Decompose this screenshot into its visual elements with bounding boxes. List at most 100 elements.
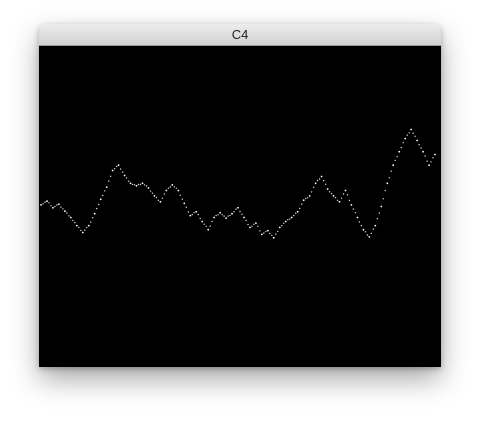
data-point (69, 216, 72, 219)
data-point (243, 216, 245, 219)
data-point (422, 150, 424, 153)
trace-dot (102, 194, 104, 197)
data-point (278, 226, 281, 229)
trace-dot (295, 212, 297, 214)
trace-dot (394, 159, 396, 162)
data-point (249, 226, 251, 229)
trace-dot (364, 231, 367, 233)
trace-dot (119, 168, 122, 170)
trace-dot (360, 224, 363, 227)
data-point (153, 195, 156, 197)
data-point (159, 200, 162, 203)
trace-dot (151, 192, 154, 194)
data-point (207, 228, 210, 231)
trace-dot (62, 208, 64, 210)
trace-dot (121, 171, 124, 173)
trace-dot (430, 161, 432, 163)
trace-dot (283, 222, 285, 224)
trace-dot (229, 214, 231, 217)
data-point (362, 228, 365, 231)
trace-dot (199, 217, 201, 220)
trace-dot (233, 211, 235, 213)
data-point (58, 203, 60, 206)
trace-dot (390, 170, 392, 172)
plot-canvas[interactable] (39, 46, 441, 367)
trace-dot (203, 223, 205, 225)
trace-dot (223, 215, 225, 217)
data-point (368, 236, 371, 238)
trace-dot (187, 211, 189, 213)
trace-dot (143, 184, 146, 186)
trace-dot (310, 191, 313, 193)
trace-dot (175, 187, 177, 189)
data-point (219, 211, 222, 214)
data-point (237, 206, 239, 209)
data-point (201, 220, 204, 223)
window-titlebar[interactable]: C4 (39, 24, 441, 46)
data-point (81, 231, 84, 234)
trace-dot (257, 225, 259, 227)
trace-dot (287, 219, 289, 221)
trace-dot (133, 184, 136, 186)
trace-dot (145, 185, 148, 187)
trace-dot (80, 229, 82, 232)
data-point (231, 212, 233, 215)
data-point (386, 182, 389, 185)
data-point (290, 216, 293, 219)
data-point (93, 212, 96, 215)
trace-dot (402, 142, 404, 144)
data-point (46, 200, 48, 203)
trace-dot (169, 186, 171, 188)
trace-dot (301, 203, 303, 205)
trace-dot (205, 225, 207, 228)
data-point (434, 153, 436, 156)
data-point (123, 174, 126, 177)
data-point (356, 216, 359, 219)
data-point (165, 189, 168, 192)
data-point (177, 189, 180, 192)
trace-dot (265, 230, 267, 233)
trace-dot (277, 230, 279, 233)
trace-dot (173, 186, 175, 188)
trace-dot (98, 203, 100, 206)
trace-dot (127, 180, 130, 182)
trace-dot (336, 199, 339, 201)
trace-dot (400, 146, 402, 149)
trace-dot (221, 214, 223, 216)
trace-dot (161, 197, 164, 199)
data-point (308, 195, 311, 197)
trace-dot (74, 221, 76, 224)
trace-dot (354, 212, 357, 214)
trace-dot (384, 189, 386, 192)
trace-dot (259, 230, 261, 232)
trace-dot (372, 228, 374, 230)
data-point (111, 169, 114, 172)
scatter-plot (40, 128, 436, 239)
data-point (267, 229, 269, 232)
data-point (284, 220, 287, 223)
data-point (428, 164, 430, 167)
trace-dot (376, 218, 378, 220)
trace-dot (60, 206, 62, 208)
trace-dot (245, 219, 247, 222)
data-point (350, 204, 353, 206)
trace-dot (263, 232, 265, 234)
trace-dot (420, 147, 422, 149)
trace-dot (191, 213, 193, 216)
trace-dot (418, 144, 420, 146)
data-point (87, 224, 90, 227)
trace-dot (348, 199, 351, 202)
trace-dot (312, 186, 315, 188)
trace-dot (56, 204, 58, 206)
trace-dot (281, 225, 283, 227)
trace-dot (78, 226, 80, 229)
trace-dot (215, 214, 217, 217)
trace-dot (239, 210, 241, 213)
trace-dot (412, 132, 414, 134)
data-point (326, 188, 329, 190)
trace-dot (352, 208, 355, 210)
trace-dot (299, 207, 301, 210)
data-point (296, 210, 299, 213)
trace-dot (324, 183, 327, 185)
data-point (141, 182, 144, 185)
